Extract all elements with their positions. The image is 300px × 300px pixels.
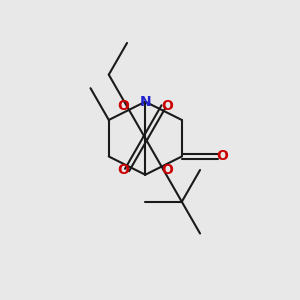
Text: O: O — [117, 100, 129, 113]
Text: O: O — [217, 149, 228, 164]
Text: O: O — [117, 163, 129, 177]
Text: O: O — [162, 100, 174, 113]
Text: N: N — [140, 95, 151, 109]
Text: O: O — [162, 163, 174, 177]
